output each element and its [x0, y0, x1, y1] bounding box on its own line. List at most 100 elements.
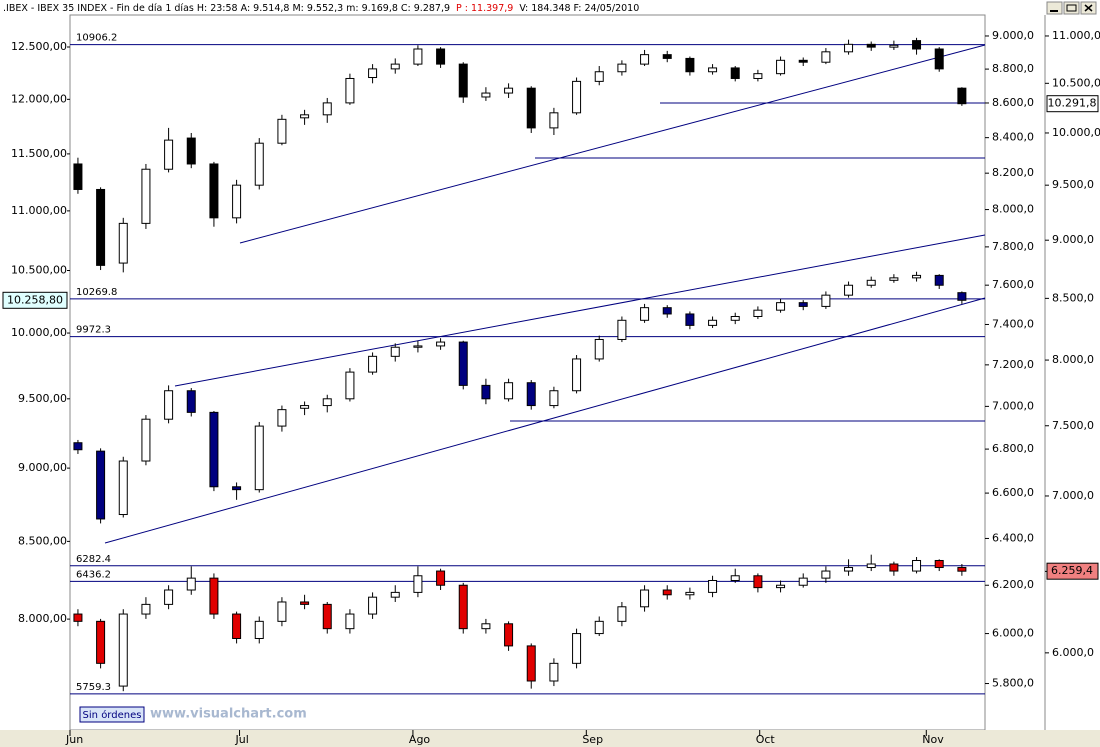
y-tick-label: 11.000,0	[1052, 29, 1100, 42]
y-tick-label: 8.500,0	[1052, 291, 1094, 304]
header-bar	[0, 0, 1100, 15]
candle-body	[549, 112, 559, 129]
candle-body	[640, 589, 650, 608]
candle-body	[141, 603, 151, 615]
candle-body	[232, 613, 242, 639]
candle-body	[277, 118, 287, 144]
y-tick-label: 10.500,0	[1052, 76, 1100, 89]
candle-body	[889, 277, 899, 281]
candle-body	[481, 384, 491, 400]
candle-body	[821, 51, 831, 63]
orders-button-label[interactable]: Sin órdenes	[83, 709, 142, 721]
candle-body	[730, 67, 740, 79]
y-tick-label: 10.500,00	[11, 264, 67, 277]
y-tick-label: 9.000,0	[1052, 233, 1094, 246]
y-tick-label: 5.800,0	[992, 677, 1034, 690]
candle-body	[209, 411, 219, 488]
y-tick-label: 6.400,0	[992, 531, 1034, 544]
candle-body	[889, 44, 899, 48]
candle-body	[209, 163, 219, 219]
candle-body	[526, 382, 536, 407]
minimize-button[interactable]	[1046, 1, 1063, 15]
candle-body	[708, 319, 718, 326]
candle-body	[753, 575, 763, 589]
x-tick-label: Nov	[922, 733, 944, 746]
candle-body	[708, 67, 718, 73]
y-tick-label: 6.000,0	[1052, 646, 1094, 659]
level-label: 6436.2	[76, 569, 111, 580]
last-value-box	[1046, 562, 1099, 580]
candle-body	[232, 486, 242, 491]
time-axis-bar	[0, 730, 1100, 747]
candle-body	[322, 102, 332, 116]
candle-body	[277, 409, 287, 427]
candle-body	[912, 40, 922, 50]
level-label: 10269.8	[76, 287, 117, 298]
level-label: 5759.3	[76, 682, 111, 693]
candle-body	[594, 338, 604, 360]
candle-body	[504, 623, 514, 647]
candle-body	[436, 570, 446, 586]
candle-body	[685, 313, 695, 326]
candle-body	[436, 341, 446, 347]
y-tick-label: 7.000,0	[1052, 489, 1094, 502]
candle-body	[345, 77, 355, 104]
candle-body	[368, 68, 378, 79]
candle-body	[708, 579, 718, 593]
last-value-label: 10.258,80	[7, 293, 63, 306]
candle-body	[164, 390, 174, 420]
candle-body	[594, 71, 604, 82]
candle-body	[345, 371, 355, 400]
x-tick-label: Jun	[65, 733, 83, 746]
x-tick-label: Ago	[409, 733, 431, 746]
candle-body	[776, 59, 786, 75]
candle-body	[436, 48, 446, 65]
candle-body	[730, 315, 740, 321]
candle-body	[458, 63, 468, 98]
candle-body	[164, 139, 174, 170]
last-value-box	[1046, 95, 1099, 113]
candle-body	[844, 284, 854, 296]
candle-body	[504, 87, 514, 94]
candle-body	[889, 563, 899, 572]
maximize-button[interactable]	[1063, 1, 1080, 15]
y-tick-label: 7.400,0	[992, 317, 1034, 330]
candle-body	[798, 577, 808, 586]
candle-body	[572, 80, 582, 114]
y-tick-label: 8.800,0	[992, 62, 1034, 75]
candle-body	[957, 87, 967, 105]
candle-body	[300, 601, 310, 605]
close-icon	[1084, 4, 1093, 12]
candle-body	[912, 274, 922, 279]
candle-body	[866, 43, 876, 48]
candle-body	[526, 87, 536, 129]
level-label: 6282.4	[76, 554, 111, 565]
candle-body	[617, 319, 627, 340]
y-tick-label: 10.000,0	[1052, 126, 1100, 139]
y-tick-label: 9.000,00	[18, 461, 67, 474]
candle-series	[73, 37, 967, 273]
candle-body	[368, 355, 378, 373]
x-tick-label: Oct	[756, 733, 776, 746]
maximize-icon	[1066, 4, 1077, 12]
y-tick-label: 8.400,0	[992, 131, 1034, 144]
candle-body	[617, 606, 627, 622]
candle-body	[186, 577, 196, 591]
candle-body	[413, 575, 423, 593]
y-tick-label: 7.200,0	[992, 358, 1034, 371]
y-tick-label: 8.600,0	[992, 96, 1034, 109]
candle-body	[730, 575, 740, 581]
candle-body	[390, 63, 400, 70]
candle-body	[753, 73, 763, 79]
candle-body	[753, 309, 763, 317]
candle-body	[209, 577, 219, 615]
y-tick-label: 9.500,0	[1052, 178, 1094, 191]
y-tick-label: 7.800,0	[992, 240, 1034, 253]
candle-body	[118, 613, 128, 687]
window-buttons[interactable]	[1046, 1, 1097, 15]
candle-body	[776, 302, 786, 311]
candle-body	[572, 633, 582, 664]
orders-button[interactable]	[79, 706, 145, 723]
candle-body	[526, 645, 536, 682]
candle-body	[776, 584, 786, 589]
